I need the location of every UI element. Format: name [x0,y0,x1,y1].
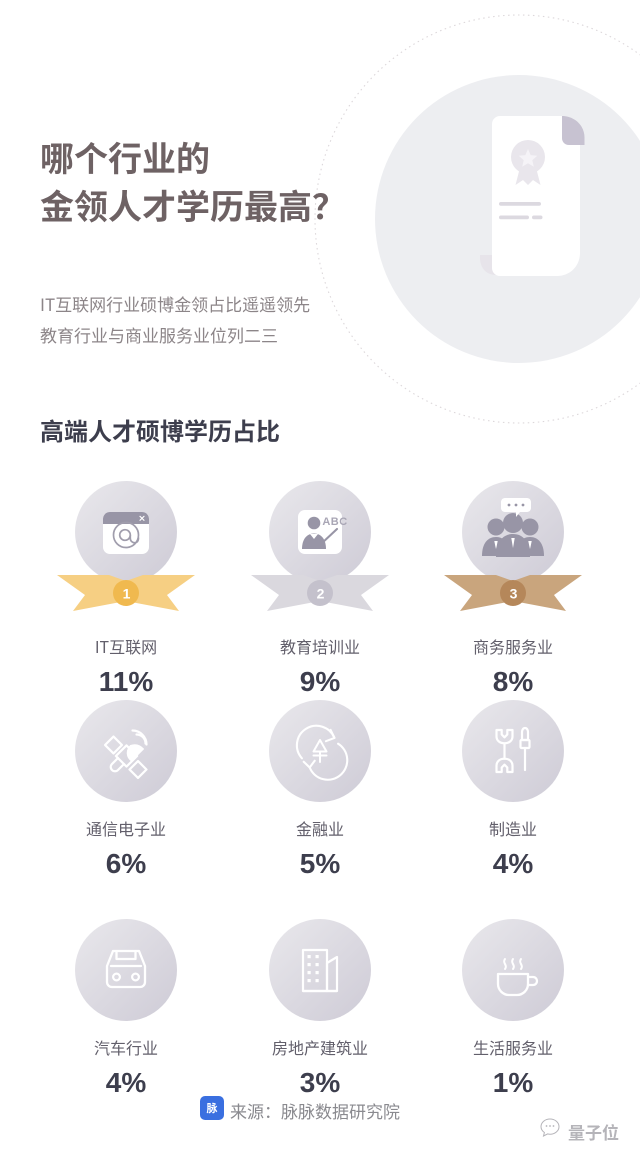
svg-text:2: 2 [317,586,325,602]
svg-text:ABC: ABC [322,516,347,528]
svg-text:3: 3 [510,586,518,602]
svg-text:1: 1 [123,586,131,602]
